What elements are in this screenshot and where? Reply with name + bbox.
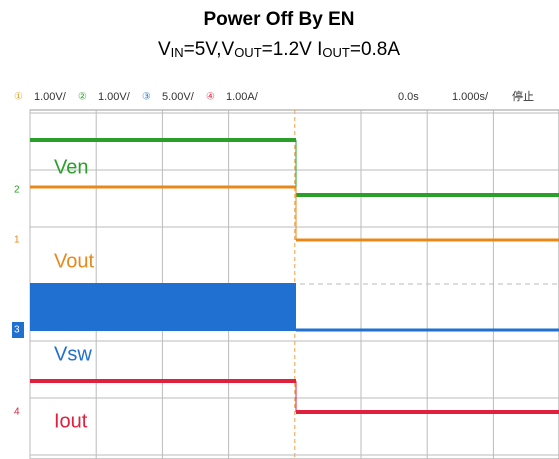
subtitle-part: OUT (234, 45, 262, 60)
channel-marker: ① (14, 92, 23, 103)
subtitle: VIN=5V,VOUT=1.2V IOUT=0.8A (158, 39, 400, 60)
subtitle-part: OUT (322, 45, 350, 60)
subtitle-part: =1.2V I (262, 39, 323, 60)
scope-figure: Power Off By EN VIN=5V,VOUT=1.2V IOUT=0.… (0, 0, 559, 459)
channel-marker: ② (78, 92, 87, 103)
trace-label: Iout (54, 410, 88, 432)
trace (30, 283, 296, 331)
ground-marker: 2 (14, 185, 20, 196)
channel-scale: 1.00V/ (98, 91, 131, 103)
channel-marker: ④ (206, 92, 215, 103)
channel-scale: 1.00V/ (34, 91, 67, 103)
page: {"header": {"title": "Power Off By EN", … (0, 0, 559, 459)
trace-label: Ven (54, 156, 88, 178)
time-offset: 0.0s (398, 91, 419, 103)
subtitle-part: IN (171, 45, 184, 60)
ground-marker: 3 (14, 325, 20, 336)
channel-scale: 5.00V/ (162, 91, 195, 103)
subtitle-part: =5V,V (184, 39, 235, 60)
trace-label: Vsw (54, 343, 92, 365)
channel-marker: ③ (142, 92, 151, 103)
subtitle-part: =0.8A (350, 39, 401, 60)
body: Power Off By EN VIN=5V,VOUT=1.2V IOUT=0.… (0, 0, 559, 459)
channel-scale: 1.00A/ (226, 91, 259, 103)
ground-marker: 1 (14, 235, 20, 246)
trace-label: Vout (54, 250, 94, 272)
time-scale: 1.000s/ (452, 91, 489, 103)
status: 停止 (512, 89, 534, 103)
title: Power Off By EN (204, 9, 355, 30)
ground-marker: 4 (14, 407, 20, 418)
subtitle-part: V (158, 39, 171, 60)
